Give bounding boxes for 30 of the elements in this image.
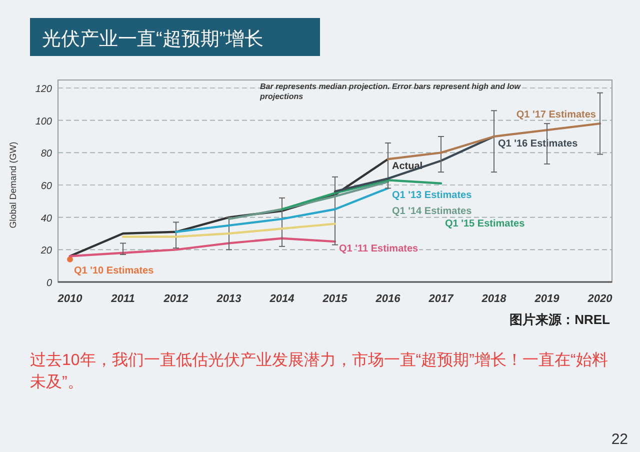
series-label: Q1 '10 Estimates bbox=[74, 265, 154, 276]
y-tick-label: 0 bbox=[46, 278, 52, 289]
x-tick-label: 2016 bbox=[374, 293, 402, 305]
text: Q1 '14 Estimates bbox=[392, 206, 472, 217]
x-tick-label: 2017 bbox=[428, 293, 454, 305]
y-tick-label: 120 bbox=[35, 84, 52, 95]
text: 过去10年，我们一直低估光伏产业发展潜力，市场一直“超预期”增长！一直在“始料未及”。 bbox=[30, 350, 609, 393]
y-tick-label: 60 bbox=[40, 181, 52, 192]
y-tick-label: 20 bbox=[40, 246, 52, 257]
y-tick-label: 80 bbox=[40, 148, 52, 160]
x-tick-label: 2013 bbox=[216, 293, 242, 305]
x-tick-label: 2015 bbox=[322, 293, 348, 305]
y-axis-title: Global Demand (GW) bbox=[8, 142, 18, 228]
series-label: Q1 '11 Estimates bbox=[339, 244, 419, 255]
x-tick-label: 2011 bbox=[110, 293, 135, 305]
annotation: Bar represents median projection. Error bars represent high and low projections bbox=[260, 82, 522, 102]
text: 22 bbox=[611, 431, 628, 448]
series-label: Q1 '13 Estimates bbox=[392, 190, 472, 202]
text: 图片来源：NREL bbox=[510, 312, 610, 327]
x-tick-label: 2019 bbox=[534, 293, 560, 305]
x-tick-label: 2014 bbox=[268, 293, 294, 305]
chart-title: 光伏产业一直“超预期”增长 bbox=[42, 29, 264, 50]
text: Q1 '15 Estimates bbox=[445, 218, 526, 230]
x-tick-label: 2010 bbox=[56, 293, 84, 305]
x-tick-label: 2018 bbox=[480, 293, 508, 305]
y-tick-label: 100 bbox=[35, 116, 52, 128]
x-tick-label: 2020 bbox=[586, 293, 614, 305]
x-tick-label: 2012 bbox=[162, 293, 188, 305]
y-tick-label: 40 bbox=[40, 213, 52, 224]
series-label: Q1 '17 Estimates bbox=[516, 110, 596, 121]
